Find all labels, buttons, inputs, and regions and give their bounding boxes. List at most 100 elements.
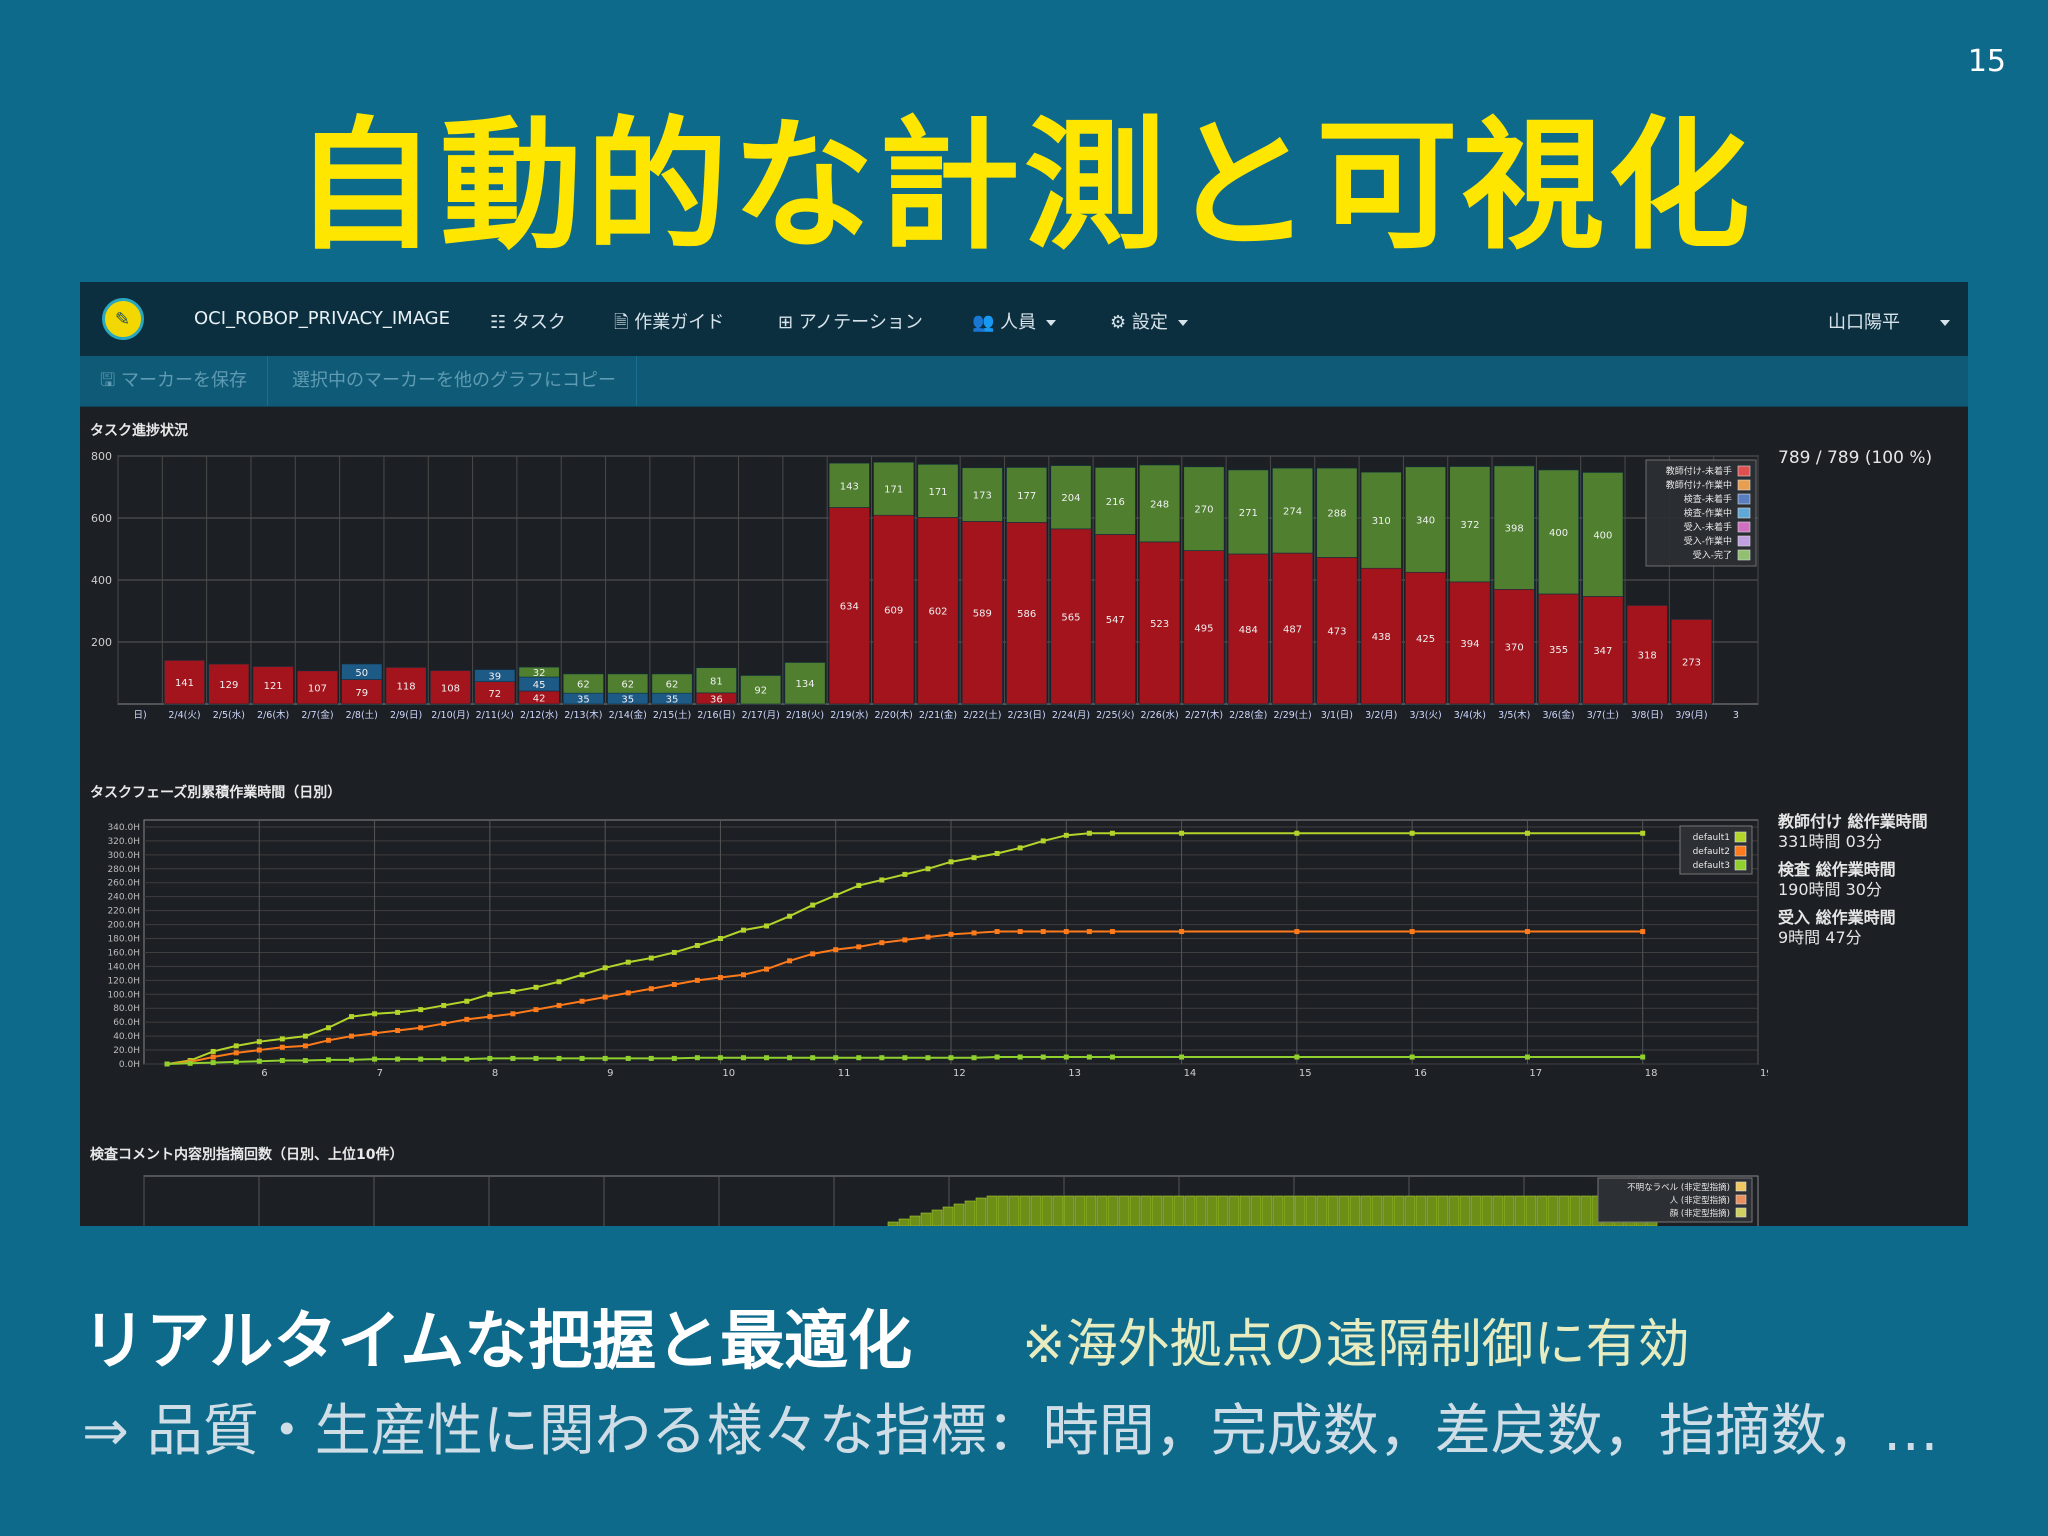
bar	[1449, 466, 1491, 583]
legend-label: 受入-作業中	[1684, 535, 1732, 547]
series-point	[1017, 929, 1023, 935]
bar	[1118, 1195, 1130, 1226]
x-tick-label: 2/6(木)	[257, 709, 289, 721]
worktime-stat-label-2: 検査 総作業時間	[1778, 860, 1896, 879]
bar	[975, 1197, 987, 1226]
slide-number: 15	[1967, 44, 2006, 79]
series-point	[764, 966, 770, 972]
series-point	[418, 1056, 424, 1062]
bar-label: 484	[1239, 625, 1258, 636]
legend-label: default3	[1693, 861, 1730, 871]
series-point	[1086, 929, 1092, 935]
series-point	[740, 1055, 746, 1061]
series-point	[395, 1056, 401, 1062]
x-tick-label: 2/16(日)	[697, 710, 735, 721]
bar-label: 36	[710, 694, 723, 705]
series-point	[1040, 838, 1046, 844]
worktime-stat-value-3: 9時間 47分	[1778, 928, 1862, 947]
x-tick-label: 16	[1414, 1068, 1427, 1079]
bar	[1316, 1195, 1328, 1226]
series-point	[372, 1011, 378, 1017]
nav-annotation[interactable]: ⊞ アノテーション	[778, 312, 923, 333]
nav-settings[interactable]: ⚙ 設定	[1110, 308, 1188, 334]
bar-label: 121	[264, 681, 283, 692]
x-tick-label: 2/13(木)	[564, 709, 602, 721]
bar-label: 565	[1061, 612, 1080, 623]
bar	[1538, 593, 1580, 705]
bar	[942, 1206, 954, 1226]
y-tick-label: 140.0H	[107, 962, 140, 972]
series-point	[1086, 1054, 1092, 1060]
series-point	[1063, 929, 1069, 935]
copy-marker-button[interactable]: 選択中のマーカーを他のグラフにコピー	[272, 356, 637, 406]
user-name: 山口陽平	[1828, 312, 1900, 333]
x-tick-label: 2/9(日)	[390, 710, 422, 721]
bar	[1184, 1195, 1196, 1226]
series-point	[717, 1055, 723, 1061]
bar-label: 400	[1549, 528, 1568, 539]
series-point	[302, 1033, 308, 1039]
x-tick-label: 2/14(金)	[609, 709, 647, 721]
x-tick-label: 3/3(火)	[1409, 710, 1441, 721]
bar	[1493, 465, 1535, 590]
series-point	[372, 1056, 378, 1062]
bar	[920, 1212, 932, 1226]
y-tick-label: 160.0H	[107, 948, 140, 958]
bar-label: 400	[1593, 530, 1612, 541]
bar	[1050, 528, 1092, 705]
bar	[1063, 1195, 1075, 1226]
bar	[740, 675, 782, 705]
bar	[1492, 1195, 1504, 1226]
legend-label: 不明なラベル (非定型指摘)	[1627, 1182, 1730, 1193]
bar	[961, 521, 1003, 705]
x-tick-label: 2/28(金)	[1229, 709, 1267, 721]
bar	[1415, 1195, 1427, 1226]
bar	[1162, 1195, 1174, 1226]
bar	[1426, 1195, 1438, 1226]
bar	[1449, 581, 1491, 705]
series-point	[1524, 929, 1530, 935]
bar-label: 81	[710, 676, 723, 687]
bar-label: 107	[308, 683, 327, 694]
series-point	[948, 931, 954, 937]
bar	[1183, 466, 1225, 551]
legend-swatch	[1734, 831, 1747, 843]
bar-label: 589	[973, 609, 992, 620]
bar	[1327, 1195, 1339, 1226]
comment-panel-title: 検査コメント内容別指摘回数（日別、上位10件）	[90, 1147, 404, 1163]
bar	[1404, 1195, 1416, 1226]
legend-label: 受入-未着手	[1684, 521, 1732, 533]
save-marker-button[interactable]: 🖫 マーカーを保存	[80, 356, 269, 406]
nav-staff[interactable]: 👥 人員	[972, 308, 1057, 334]
progress-chart: 200 400 600 800 日) 141 2/4(火) 129 2/5(水) 121 2/6(木…	[91, 450, 1759, 721]
x-tick-label: 2/18(火)	[786, 710, 824, 721]
user-menu[interactable]: 山口陽平	[1828, 308, 1950, 334]
bar	[964, 1200, 976, 1226]
x-tick-label: 2/29(土)	[1273, 709, 1311, 721]
bar-label: 171	[884, 485, 903, 496]
bar	[953, 1203, 965, 1226]
nav-tasks[interactable]: ☷ タスク	[490, 312, 566, 333]
x-tick-label: 2/8(土)	[346, 709, 378, 721]
nav-brand[interactable]: OCI_ROBOP_PRIVACY_IMAGE	[194, 308, 451, 329]
bar-label: 108	[441, 683, 460, 694]
bar-label: 547	[1106, 615, 1125, 626]
legend-swatch	[1737, 549, 1751, 561]
series-point	[556, 979, 562, 985]
series-point	[233, 1050, 239, 1056]
series-point	[1063, 832, 1069, 838]
series-point	[395, 1009, 401, 1015]
series-point	[602, 965, 608, 971]
bar	[828, 462, 870, 508]
legend-swatch	[1737, 465, 1751, 477]
bar	[887, 1221, 899, 1226]
series-point	[325, 1037, 331, 1043]
series-point	[833, 1055, 839, 1061]
nav-work-guide[interactable]: 🗎 作業ガイド	[614, 312, 725, 333]
bar	[1437, 1195, 1449, 1226]
legend-label: 人 (非定型指摘)	[1670, 1195, 1730, 1206]
app-logo-icon[interactable]: ✎	[102, 298, 144, 340]
bar-label: 274	[1283, 507, 1302, 518]
bar-label: 177	[1017, 491, 1036, 502]
series-point	[256, 1039, 262, 1045]
